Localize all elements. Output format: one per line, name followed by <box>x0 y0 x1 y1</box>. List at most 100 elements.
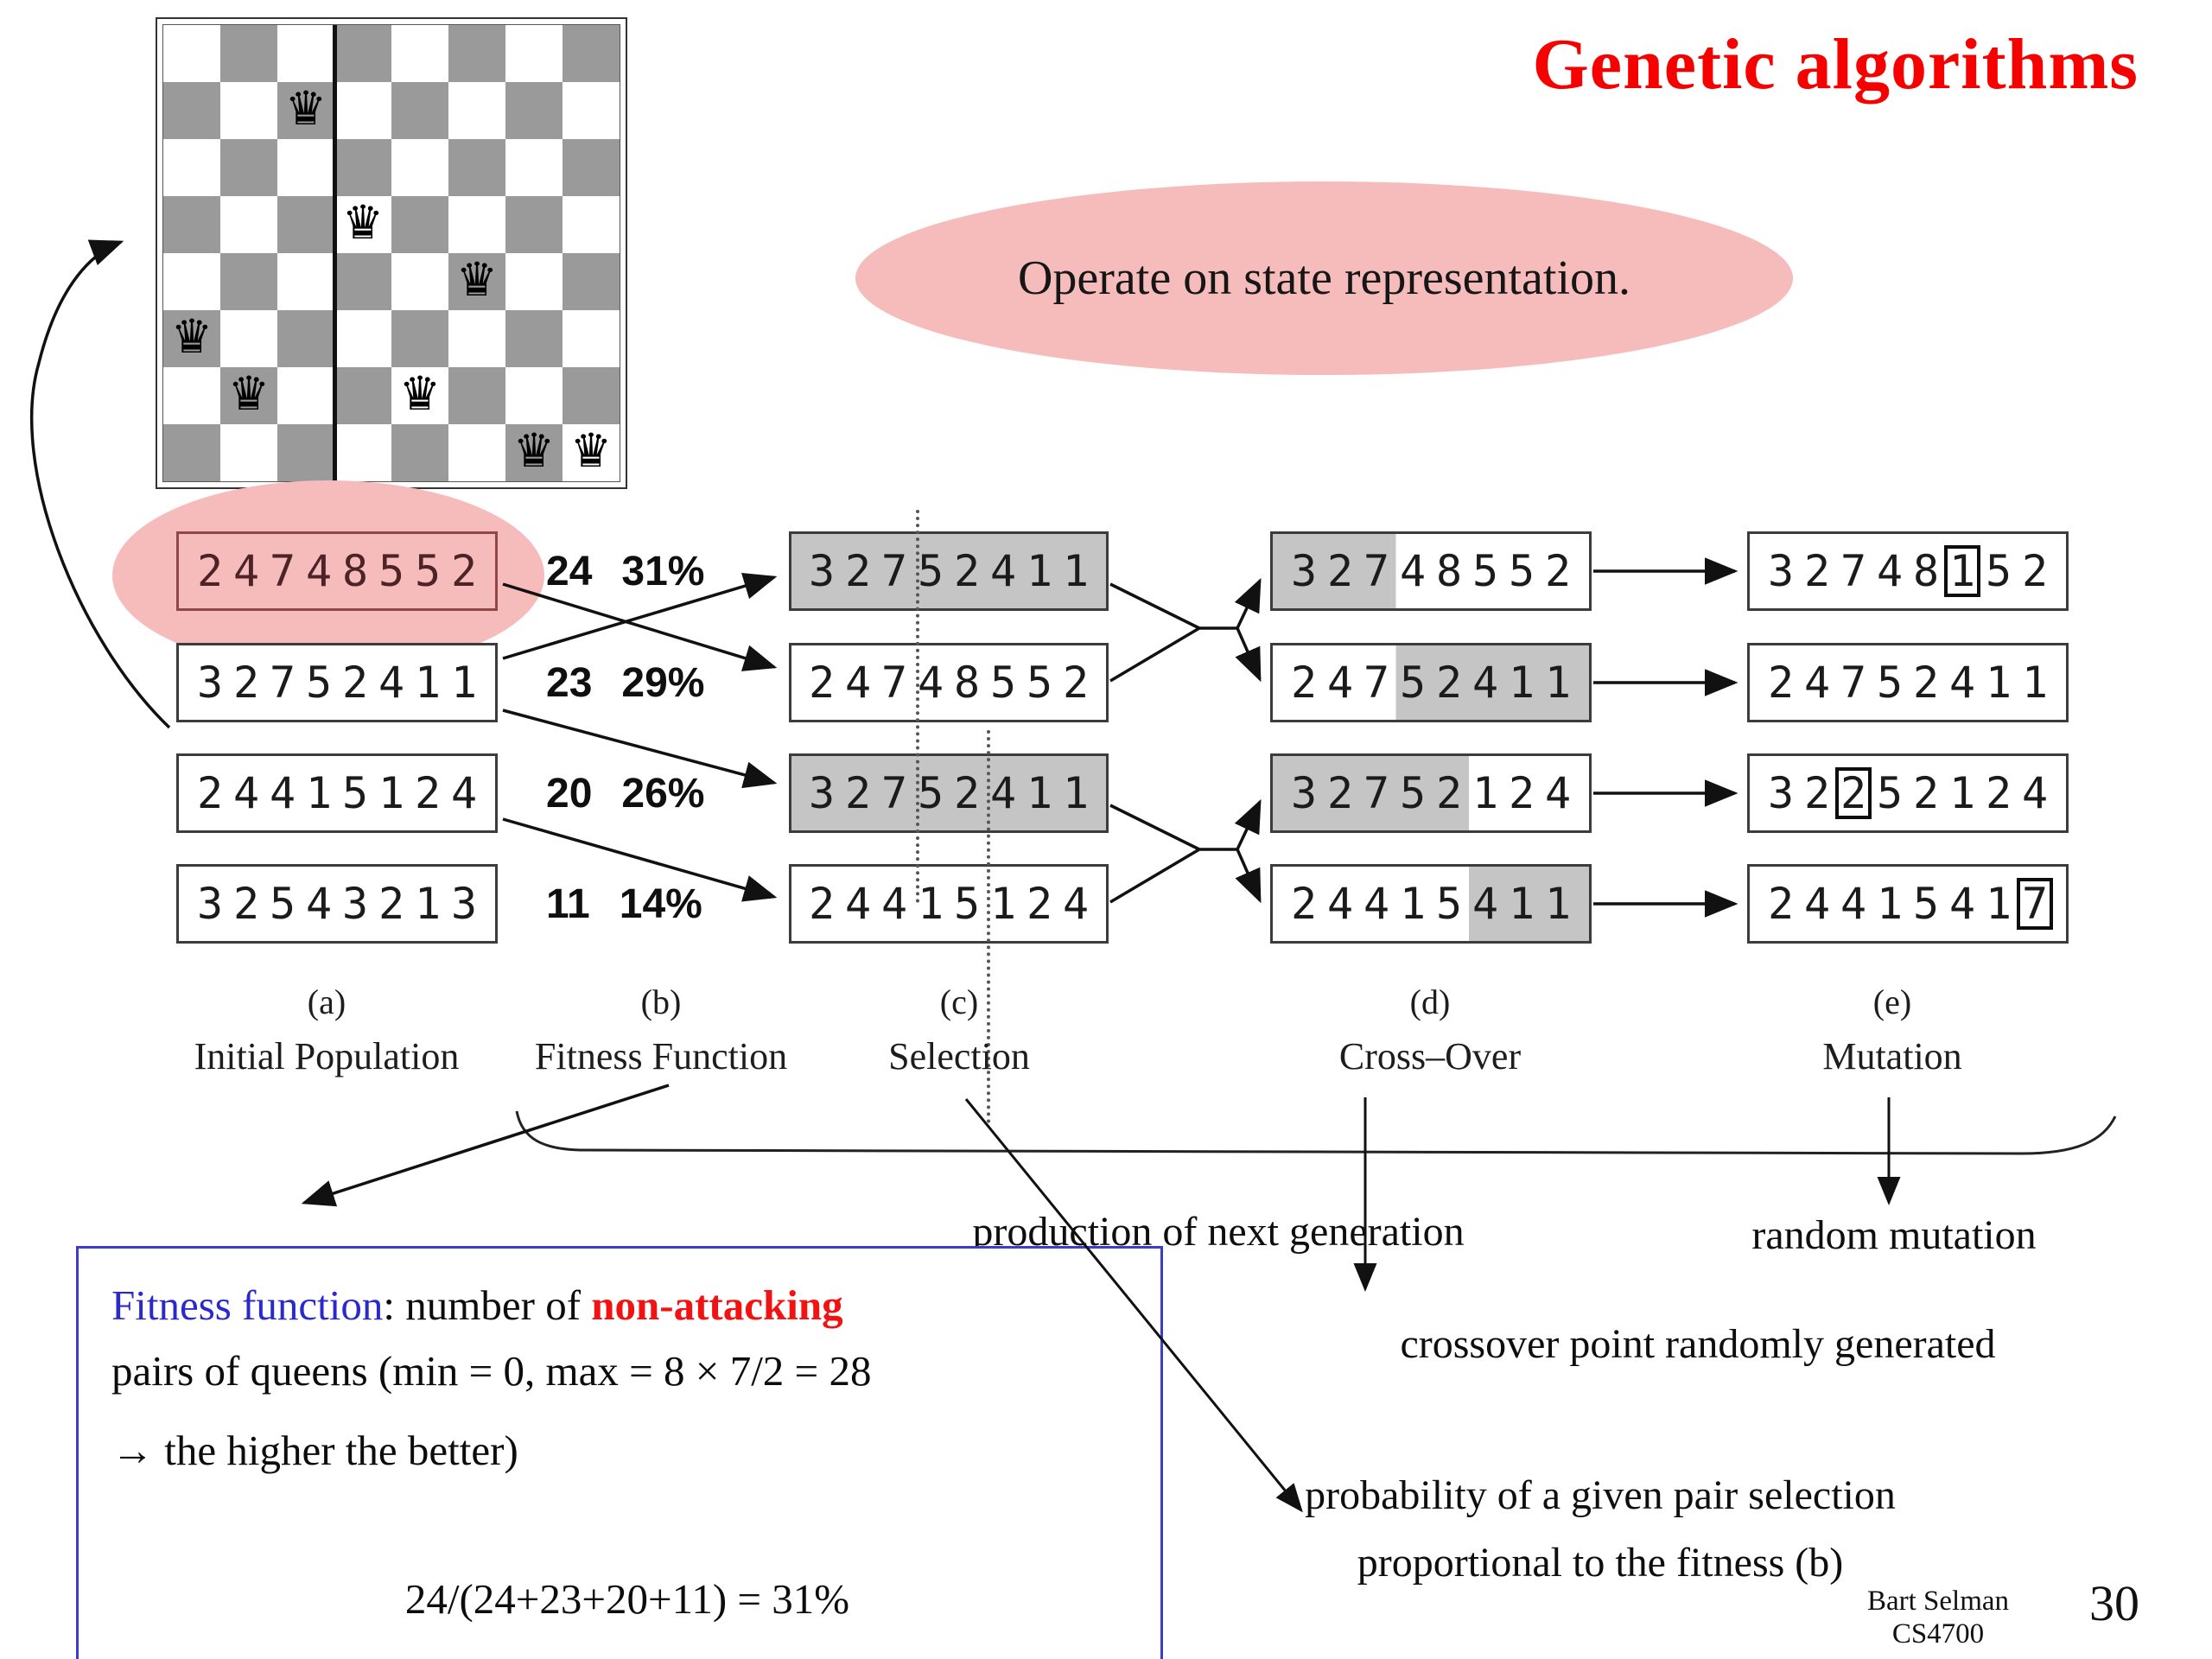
digit: 4 <box>1948 658 1976 708</box>
digit: 7 <box>880 546 908 596</box>
digit: 2 <box>808 658 836 708</box>
board-cell <box>334 25 391 82</box>
board-cell <box>220 82 277 139</box>
board-cell <box>277 253 334 310</box>
digit: 1 <box>1948 768 1976 818</box>
fitness-formula: 24/(24+23+20+11) = 31% <box>404 1575 850 1623</box>
board-cell <box>448 139 505 196</box>
board-cell: ♛ <box>505 424 563 481</box>
digit: 7 <box>1363 658 1390 708</box>
board-cell <box>505 139 563 196</box>
digit: 4 <box>1803 658 1831 708</box>
board-cell <box>391 82 448 139</box>
fitness-percent: 31% <box>621 548 705 594</box>
digit: 1 <box>414 658 442 708</box>
digit: 5 <box>1399 658 1427 708</box>
column-label-b: (b) Fitness Function <box>534 982 788 1077</box>
digit: 2 <box>1026 879 1053 929</box>
board-cell <box>277 25 334 82</box>
board-cell <box>563 139 620 196</box>
crossover-point-line-2 <box>987 730 990 1123</box>
digit: 2 <box>1062 658 1090 708</box>
board-cell <box>163 139 220 196</box>
board-cell <box>220 25 277 82</box>
digit: 1 <box>1026 768 1053 818</box>
digit: 1 <box>1544 658 1572 708</box>
digit: 4 <box>1062 879 1090 929</box>
queen-icon: ♛ <box>341 195 385 250</box>
digit: 5 <box>414 546 442 596</box>
digit: 3 <box>196 879 224 929</box>
fitness-count: 23 <box>546 659 593 706</box>
digit: 3 <box>196 658 224 708</box>
digit: 4 <box>1326 879 1354 929</box>
digit: 5 <box>341 768 369 818</box>
digit: 5 <box>1912 879 1940 929</box>
digit: 5 <box>1435 879 1463 929</box>
column-label-d: (d) Cross–Over <box>1338 982 1522 1077</box>
digit: 1 <box>414 879 442 929</box>
digit: 2 <box>378 879 405 929</box>
board-cell <box>391 25 448 82</box>
fitness-value: 20 26% <box>546 753 753 833</box>
board-cell <box>391 310 448 367</box>
board-cell <box>220 310 277 367</box>
digit: 2 <box>1803 768 1831 818</box>
board-cell <box>448 367 505 424</box>
board-cell <box>334 139 391 196</box>
board-cell <box>505 310 563 367</box>
chessboard: ♛ ♛ ♛ ♛ ♛ ♛ ♛ ♛ <box>156 17 627 489</box>
queen-icon: ♛ <box>227 366 270 421</box>
digit: 5 <box>1508 546 1535 596</box>
digit: 2 <box>1435 768 1463 818</box>
digit: 1 <box>378 768 405 818</box>
annotation-random-mutation: random mutation <box>1751 1212 2037 1258</box>
digit: 5 <box>953 879 981 929</box>
digit: 5 <box>917 546 944 596</box>
board-cell: ♛ <box>448 253 505 310</box>
digit: 2 <box>196 768 224 818</box>
digit: 4 <box>844 879 872 929</box>
digit: 1 <box>1544 879 1572 929</box>
digit: 4 <box>305 879 333 929</box>
digit: 4 <box>1363 879 1390 929</box>
board-cell: ♛ <box>563 424 620 481</box>
fitness-definition-line2: pairs of queens (min = 0, max = 8 × 7/2 … <box>111 1347 872 1395</box>
board-cell: ♛ <box>220 367 277 424</box>
board-cell <box>448 196 505 253</box>
digit: 2 <box>1912 658 1940 708</box>
digit: 4 <box>1803 879 1831 929</box>
digit: 7 <box>269 546 296 596</box>
board-cell <box>277 310 334 367</box>
digit: 1 <box>1508 658 1535 708</box>
digit: 1 <box>1985 658 2012 708</box>
digit: 1 <box>1471 768 1499 818</box>
board-cell <box>163 196 220 253</box>
column-label-a: (a) Initial Population <box>194 982 460 1077</box>
digit: 8 <box>341 546 369 596</box>
board-cell <box>334 310 391 367</box>
digit: 2 <box>953 546 981 596</box>
column-label-c: (c) Selection <box>888 982 1030 1077</box>
board-cell <box>277 139 334 196</box>
digit: 4 <box>232 768 260 818</box>
board-cell <box>334 367 391 424</box>
board-cell <box>391 253 448 310</box>
annotation-probability: probability of a given pair selection pr… <box>1305 1472 1896 1586</box>
digit: 2 <box>1803 546 1831 596</box>
digit: 2 <box>1290 879 1318 929</box>
digit: 4 <box>844 658 872 708</box>
digit: 2 <box>232 879 260 929</box>
digit: 4 <box>305 546 333 596</box>
digit: 1 <box>305 768 333 818</box>
digit: 3 <box>1767 546 1795 596</box>
digit: 5 <box>305 658 333 708</box>
queen-icon: ♛ <box>569 423 613 478</box>
fitness-function-box: Fitness function: number of non-attackin… <box>76 1246 1163 1659</box>
fitness-definition-line3: → the higher the better) <box>111 1427 518 1474</box>
digit: 1 <box>1508 879 1535 929</box>
